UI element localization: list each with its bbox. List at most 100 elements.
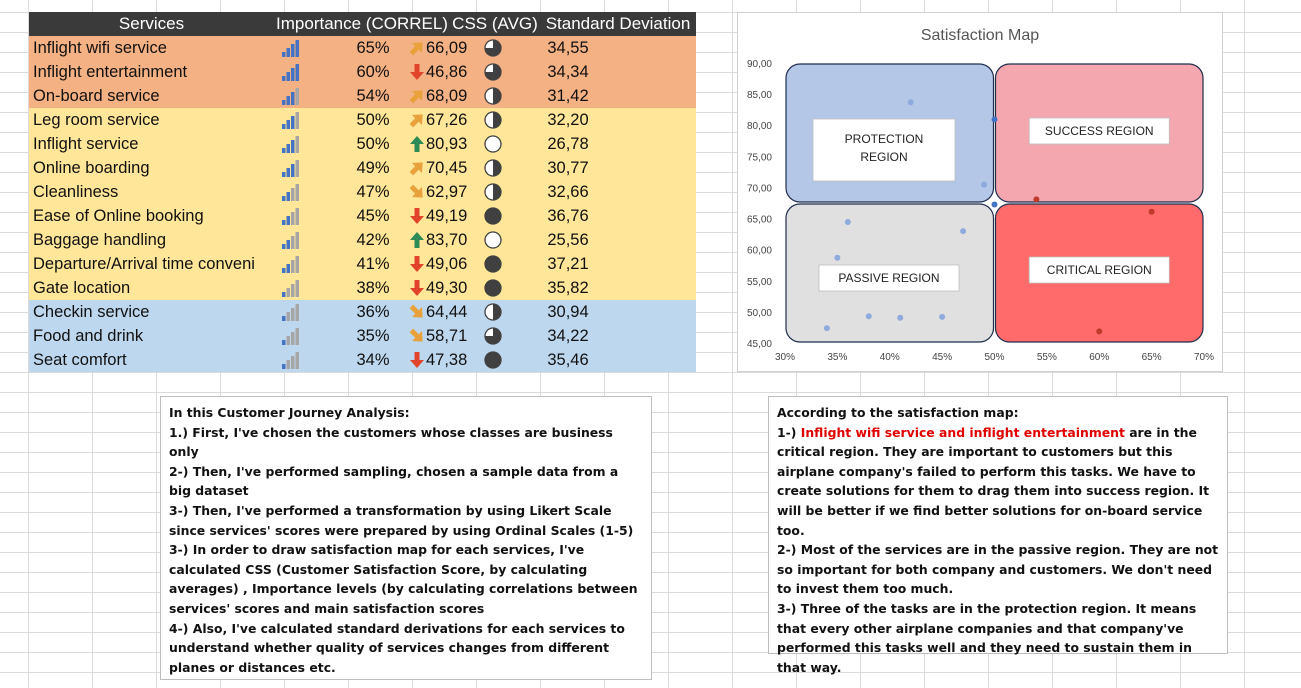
importance-value[interactable]: 34% xyxy=(356,350,390,369)
std-dev-value[interactable]: 34,55 xyxy=(547,38,589,57)
importance-value[interactable]: 35% xyxy=(356,326,390,345)
table-row[interactable]: Inflight wifi service 65% 66,09 34,55 xyxy=(29,36,696,60)
service-name[interactable]: Seat comfort xyxy=(33,350,127,369)
css-value[interactable]: 62,97 xyxy=(426,182,468,201)
harvey-ball-icon xyxy=(478,182,508,202)
importance-value[interactable]: 41% xyxy=(356,254,390,273)
header-standard-deviation[interactable]: Standard Deviation xyxy=(545,14,691,33)
std-dev-value[interactable]: 32,20 xyxy=(547,110,589,129)
css-value[interactable]: 83,70 xyxy=(426,230,468,249)
region-label: CRITICAL REGION xyxy=(1047,263,1152,277)
harvey-ball-icon xyxy=(478,230,508,250)
css-value[interactable]: 70,45 xyxy=(426,158,468,177)
css-value[interactable]: 67,26 xyxy=(426,110,468,129)
service-name[interactable]: Departure/Arrival time conveni xyxy=(33,254,255,273)
std-dev-value[interactable]: 30,77 xyxy=(547,158,589,177)
importance-value[interactable]: 65% xyxy=(356,38,390,57)
std-dev-value[interactable]: 34,22 xyxy=(547,326,589,345)
std-dev-value[interactable]: 25,56 xyxy=(547,230,589,249)
service-name[interactable]: Inflight entertainment xyxy=(33,62,188,81)
css-value[interactable]: 58,71 xyxy=(426,326,468,345)
arrow-up-right-icon xyxy=(408,159,426,177)
table-row[interactable]: Inflight entertainment 60% 46,86 34,34 xyxy=(29,60,696,84)
harvey-ball-icon xyxy=(478,134,508,154)
std-dev-value[interactable]: 34,34 xyxy=(547,62,589,81)
importance-value[interactable]: 50% xyxy=(356,134,390,153)
x-tick-label: 55% xyxy=(1037,352,1057,363)
service-name[interactable]: On-board service xyxy=(33,86,160,105)
harvey-ball-icon xyxy=(478,254,508,274)
importance-value[interactable]: 49% xyxy=(356,158,390,177)
service-name[interactable]: Inflight service xyxy=(33,134,139,153)
satisfaction-map-chart[interactable]: Satisfaction Map PROTECTION REGION SUCCESS… xyxy=(737,12,1223,372)
arrow-up-right-icon xyxy=(408,39,426,57)
importance-value[interactable]: 47% xyxy=(356,182,390,201)
std-dev-value[interactable]: 36,76 xyxy=(547,206,589,225)
x-tick-label: 60% xyxy=(1089,352,1109,363)
service-name[interactable]: Online boarding xyxy=(33,158,150,177)
css-value[interactable]: 64,44 xyxy=(426,302,468,321)
region-label: PROTECTION xyxy=(845,132,924,146)
service-name[interactable]: Baggage handling xyxy=(33,230,167,249)
importance-value[interactable]: 42% xyxy=(356,230,390,249)
css-value[interactable]: 68,09 xyxy=(426,86,468,105)
importance-value[interactable]: 45% xyxy=(356,206,390,225)
table-row[interactable]: Departure/Arrival time conveni 41% 49,06 37… xyxy=(29,252,696,276)
importance-value[interactable]: 54% xyxy=(356,86,390,105)
std-dev-value[interactable]: 35,82 xyxy=(547,278,589,297)
service-name[interactable]: Inflight wifi service xyxy=(33,38,167,57)
std-dev-value[interactable]: 26,78 xyxy=(547,134,589,153)
service-name[interactable]: Food and drink xyxy=(33,326,144,345)
table-row[interactable]: Inflight service 50% 80,93 26,78 xyxy=(29,132,696,156)
table-row[interactable]: Baggage handling 42% 83,70 25,56 xyxy=(29,228,696,252)
table-row[interactable]: On-board service 54% 68,09 31,42 xyxy=(29,84,696,108)
css-value[interactable]: 49,30 xyxy=(426,278,468,297)
service-name[interactable]: Checkin service xyxy=(33,302,150,321)
service-name[interactable]: Leg room service xyxy=(33,110,160,129)
table-row[interactable]: Ease of Online booking 45% 49,19 36,76 xyxy=(29,204,696,228)
service-name[interactable]: Gate location xyxy=(33,278,131,297)
css-value[interactable]: 46,86 xyxy=(426,62,468,81)
importance-value[interactable]: 60% xyxy=(356,62,390,81)
css-value[interactable]: 49,19 xyxy=(426,206,468,225)
std-dev-value[interactable]: 35,46 xyxy=(547,350,589,369)
data-point xyxy=(991,201,998,208)
importance-value[interactable]: 38% xyxy=(356,278,390,297)
arrow-down-icon xyxy=(408,207,426,225)
table-row[interactable]: Online boarding 49% 70,45 30,77 xyxy=(29,156,696,180)
header-services[interactable]: Services xyxy=(118,14,185,33)
std-dev-value[interactable]: 32,66 xyxy=(547,182,589,201)
signal-bars-icon xyxy=(278,135,338,153)
harvey-ball-icon xyxy=(478,278,508,298)
service-name[interactable]: Ease of Online booking xyxy=(33,206,204,225)
harvey-ball-icon xyxy=(478,38,508,58)
x-tick-label: 65% xyxy=(1142,352,1162,363)
table-row[interactable]: Seat comfort 34% 47,38 35,46 xyxy=(29,348,696,372)
std-dev-value[interactable]: 31,42 xyxy=(547,86,589,105)
css-value[interactable]: 80,93 xyxy=(426,134,468,153)
analysis-note-box[interactable]: In this Customer Journey Analysis: 1.) F… xyxy=(160,396,652,680)
css-value[interactable]: 66,09 xyxy=(426,38,468,57)
data-point xyxy=(991,116,998,123)
conclusion-note-box[interactable]: According to the satisfaction map: 1-) I… xyxy=(768,396,1228,675)
table-row[interactable]: Leg room service 50% 67,26 32,20 xyxy=(29,108,696,132)
harvey-ball-icon xyxy=(478,350,508,370)
std-dev-value[interactable]: 37,21 xyxy=(547,254,589,273)
importance-value[interactable]: 50% xyxy=(356,110,390,129)
header-importance[interactable]: Importance (CORREL) xyxy=(276,14,448,33)
y-tick-label: 85,00 xyxy=(747,90,772,101)
table-row[interactable]: Cleanliness 47% 62,97 32,66 xyxy=(29,180,696,204)
signal-bars-icon xyxy=(278,87,338,105)
css-value[interactable]: 49,06 xyxy=(426,254,468,273)
css-value[interactable]: 47,38 xyxy=(426,350,468,369)
table-row[interactable]: Food and drink 35% 58,71 34,22 xyxy=(29,324,696,348)
std-dev-value[interactable]: 30,94 xyxy=(547,302,589,321)
y-tick-label: 70,00 xyxy=(747,183,772,194)
table-row[interactable]: Gate location 38% 49,30 35,82 xyxy=(29,276,696,300)
analysis-note-line: 4-) Also, I've calculated standard deriv… xyxy=(169,620,625,675)
table-row[interactable]: Checkin service 36% 64,44 30,94 xyxy=(29,300,696,324)
header-css[interactable]: CSS (AVG) xyxy=(452,14,538,33)
service-name[interactable]: Cleanliness xyxy=(33,182,119,201)
importance-value[interactable]: 36% xyxy=(356,302,390,321)
data-point xyxy=(834,254,841,261)
